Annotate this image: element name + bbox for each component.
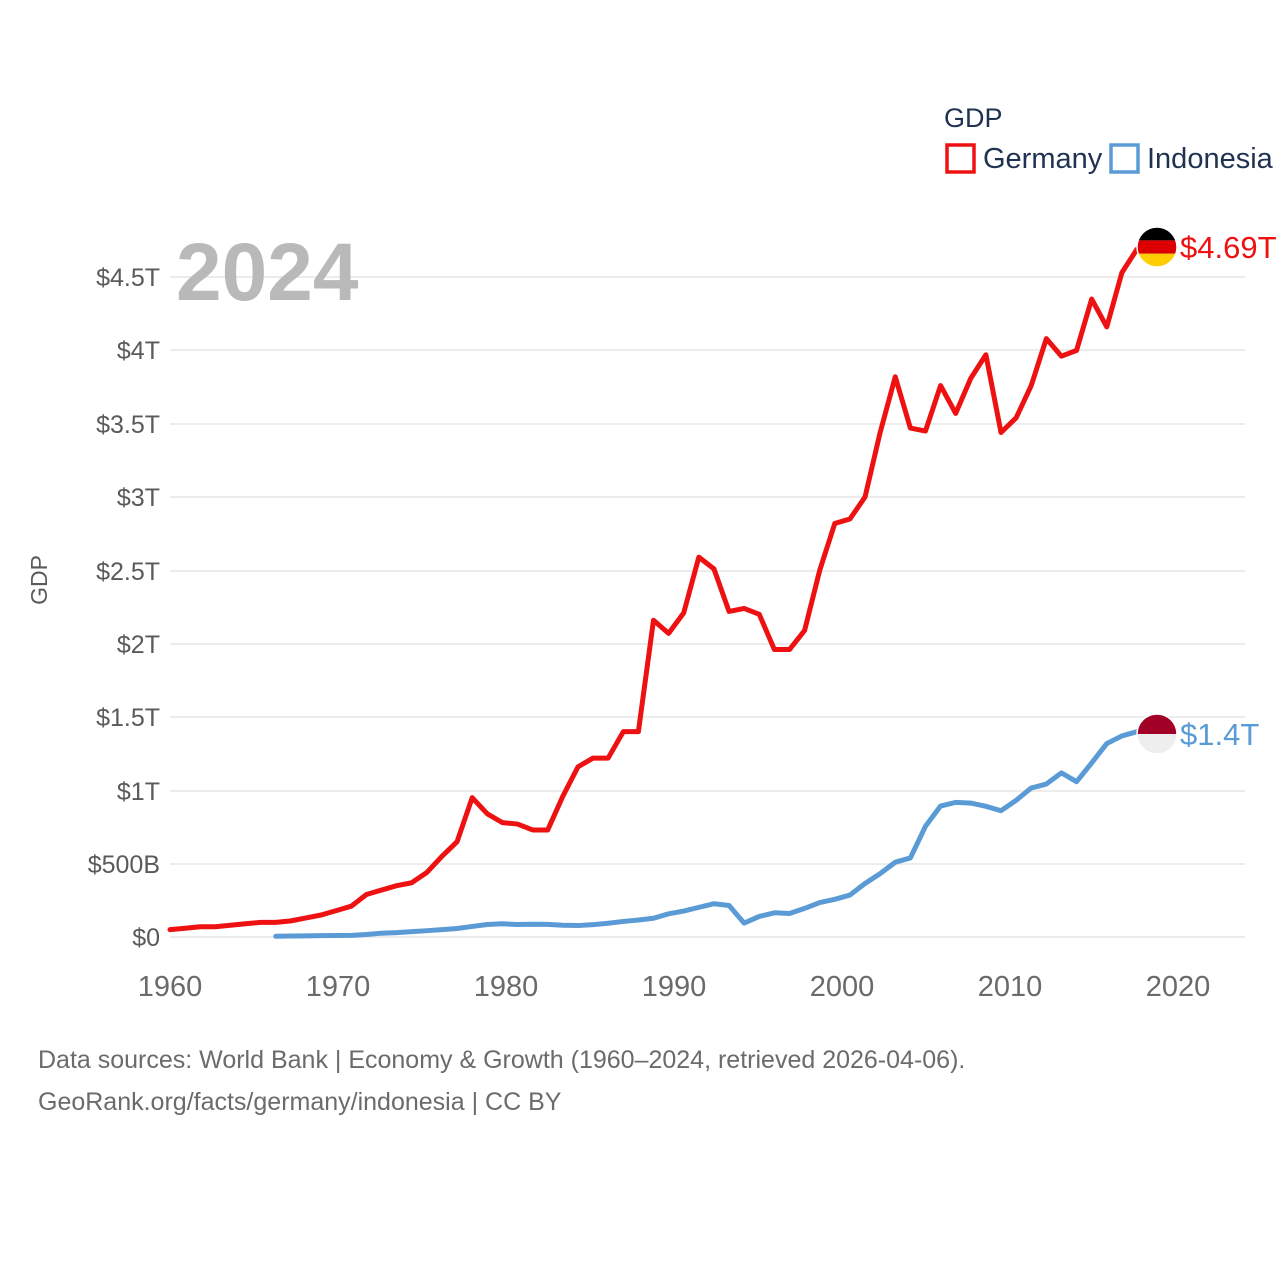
germany-end-marker: $4.69T: [1136, 226, 1277, 268]
x-tick-label: 1990: [642, 971, 707, 1003]
y-axis-tick-labels: $4.5T $4T $3.5T $3T $2.5T $2T $1.5T $1T …: [88, 264, 160, 952]
y-tick-label: $1.5T: [96, 704, 160, 732]
x-axis-tick-labels: 1960 1970 1980 1990 2000 2010 2020 2020: [138, 971, 1211, 1003]
y-tick-label: $4T: [117, 337, 160, 365]
legend-item-germany[interactable]: Germany: [945, 143, 1103, 175]
y-tick-label: $500B: [88, 851, 160, 879]
y-tick-label: $1T: [117, 778, 160, 806]
y-tick-label: $2T: [117, 631, 160, 659]
gridlines: [170, 276, 1245, 938]
y-tick-label: $3T: [117, 484, 160, 512]
legend-label-indonesia[interactable]: Indonesia: [1147, 143, 1274, 175]
footer-line-sources: Data sources: World Bank | Economy & Gro…: [38, 1046, 965, 1074]
footer-line-attribution[interactable]: GeoRank.org/facts/germany/indonesia | CC…: [38, 1088, 562, 1116]
y-tick-label: $3.5T: [96, 411, 160, 439]
indonesia-end-label: $1.4T: [1180, 717, 1259, 752]
legend-swatch-indonesia[interactable]: [1109, 143, 1140, 174]
indonesia-end-marker: $1.4T: [1136, 713, 1259, 755]
series-line-germany: [167, 246, 1140, 933]
series-line-indonesia: [273, 729, 1140, 939]
germany-end-label: $4.69T: [1180, 230, 1277, 265]
x-tick-label: 1970: [306, 971, 371, 1003]
y-axis-title: GDP: [26, 555, 52, 605]
x-tick-label-2020: 2020: [1146, 971, 1211, 1003]
legend-swatch-germany[interactable]: [945, 143, 976, 174]
x-tick-label: 1960: [138, 971, 203, 1003]
footer: Data sources: World Bank | Economy & Gro…: [38, 1046, 965, 1116]
x-tick-label: 2010: [978, 971, 1043, 1003]
indonesia-flag-icon: [1137, 714, 1177, 754]
legend-label-germany[interactable]: Germany: [983, 143, 1103, 175]
legend: GDP Germany Indonesia: [944, 103, 1274, 175]
legend-title: GDP: [944, 103, 1003, 133]
y-tick-label: $4.5T: [96, 264, 160, 292]
y-tick-label: $0: [132, 924, 160, 952]
year-watermark: 2024: [176, 227, 359, 318]
x-tick-label: 1980: [474, 971, 539, 1003]
x-tick-label: 2000: [810, 971, 875, 1003]
legend-item-indonesia[interactable]: Indonesia: [1109, 143, 1274, 175]
y-tick-label: $2.5T: [96, 558, 160, 586]
